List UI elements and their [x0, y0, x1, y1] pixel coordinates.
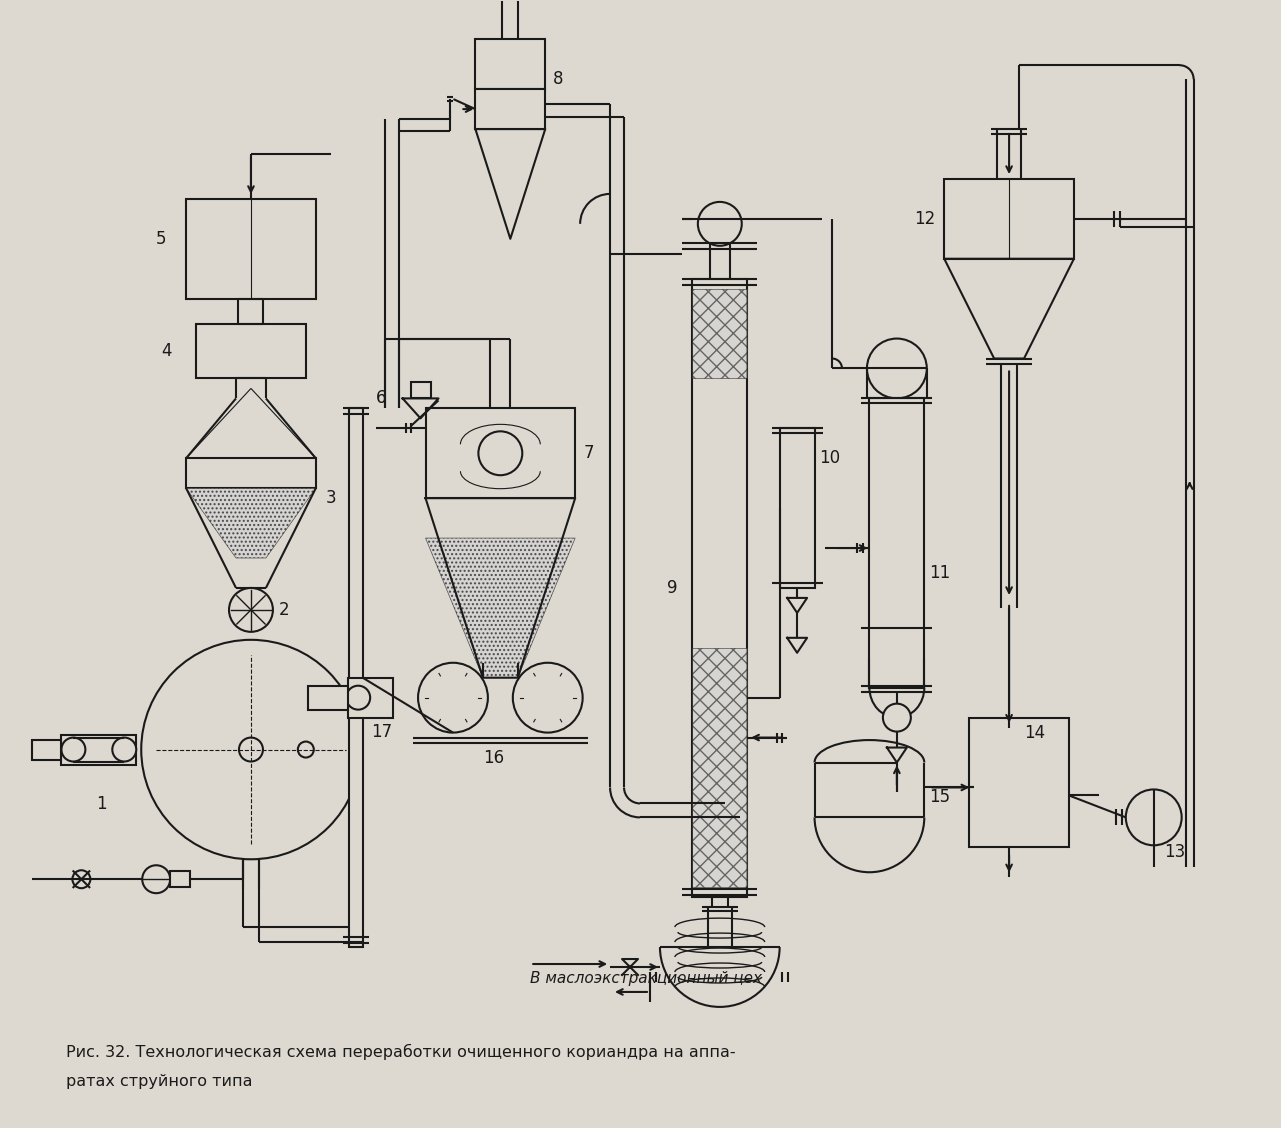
- Circle shape: [883, 704, 911, 732]
- Text: 5: 5: [156, 230, 167, 248]
- Circle shape: [73, 870, 91, 888]
- Text: Рис. 32. Технологическая схема переработки очищенного кориандра на аппа-: Рис. 32. Технологическая схема переработ…: [67, 1043, 737, 1060]
- Text: 16: 16: [483, 749, 503, 767]
- Bar: [780, 429, 815, 588]
- Bar: [425, 408, 575, 499]
- Circle shape: [346, 686, 370, 710]
- Text: 8: 8: [553, 70, 564, 88]
- Bar: [944, 179, 1073, 258]
- Text: 17: 17: [370, 723, 392, 741]
- Polygon shape: [425, 538, 575, 678]
- Text: ратах струйного типа: ратах струйного типа: [67, 1074, 252, 1090]
- Circle shape: [61, 738, 86, 761]
- Text: 3: 3: [325, 490, 337, 508]
- Bar: [196, 324, 306, 379]
- Bar: [970, 717, 1068, 847]
- Bar: [475, 39, 546, 89]
- Bar: [186, 199, 316, 299]
- Polygon shape: [692, 647, 747, 888]
- Circle shape: [113, 738, 136, 761]
- Circle shape: [698, 202, 742, 246]
- Circle shape: [240, 738, 263, 761]
- Bar: [870, 398, 925, 688]
- Circle shape: [229, 588, 273, 632]
- Circle shape: [1126, 790, 1181, 845]
- Text: 11: 11: [929, 564, 951, 582]
- Circle shape: [141, 640, 361, 860]
- Bar: [348, 678, 393, 717]
- Bar: [348, 408, 363, 948]
- Text: 7: 7: [583, 444, 593, 462]
- Bar: [32, 740, 61, 759]
- Text: 12: 12: [915, 210, 935, 228]
- Text: 10: 10: [820, 449, 840, 467]
- Text: 6: 6: [375, 389, 386, 407]
- Circle shape: [142, 865, 170, 893]
- Text: 4: 4: [161, 342, 172, 360]
- Bar: [170, 871, 190, 888]
- Text: 13: 13: [1163, 844, 1185, 862]
- Bar: [411, 382, 430, 398]
- Bar: [692, 279, 747, 897]
- Bar: [309, 686, 348, 710]
- Text: 1: 1: [96, 795, 108, 813]
- Text: 14: 14: [1024, 723, 1045, 741]
- Text: 15: 15: [929, 788, 951, 807]
- Bar: [475, 89, 546, 129]
- Polygon shape: [186, 488, 316, 558]
- Text: 9: 9: [667, 579, 678, 597]
- Circle shape: [298, 741, 314, 758]
- Polygon shape: [692, 289, 747, 379]
- Text: 2: 2: [279, 601, 290, 619]
- Circle shape: [418, 663, 488, 732]
- Circle shape: [478, 431, 523, 475]
- Bar: [186, 458, 316, 488]
- Circle shape: [867, 338, 926, 398]
- Circle shape: [512, 663, 583, 732]
- Text: В маслоэкстракционный цех: В маслоэкстракционный цех: [530, 971, 762, 987]
- Bar: [61, 734, 136, 765]
